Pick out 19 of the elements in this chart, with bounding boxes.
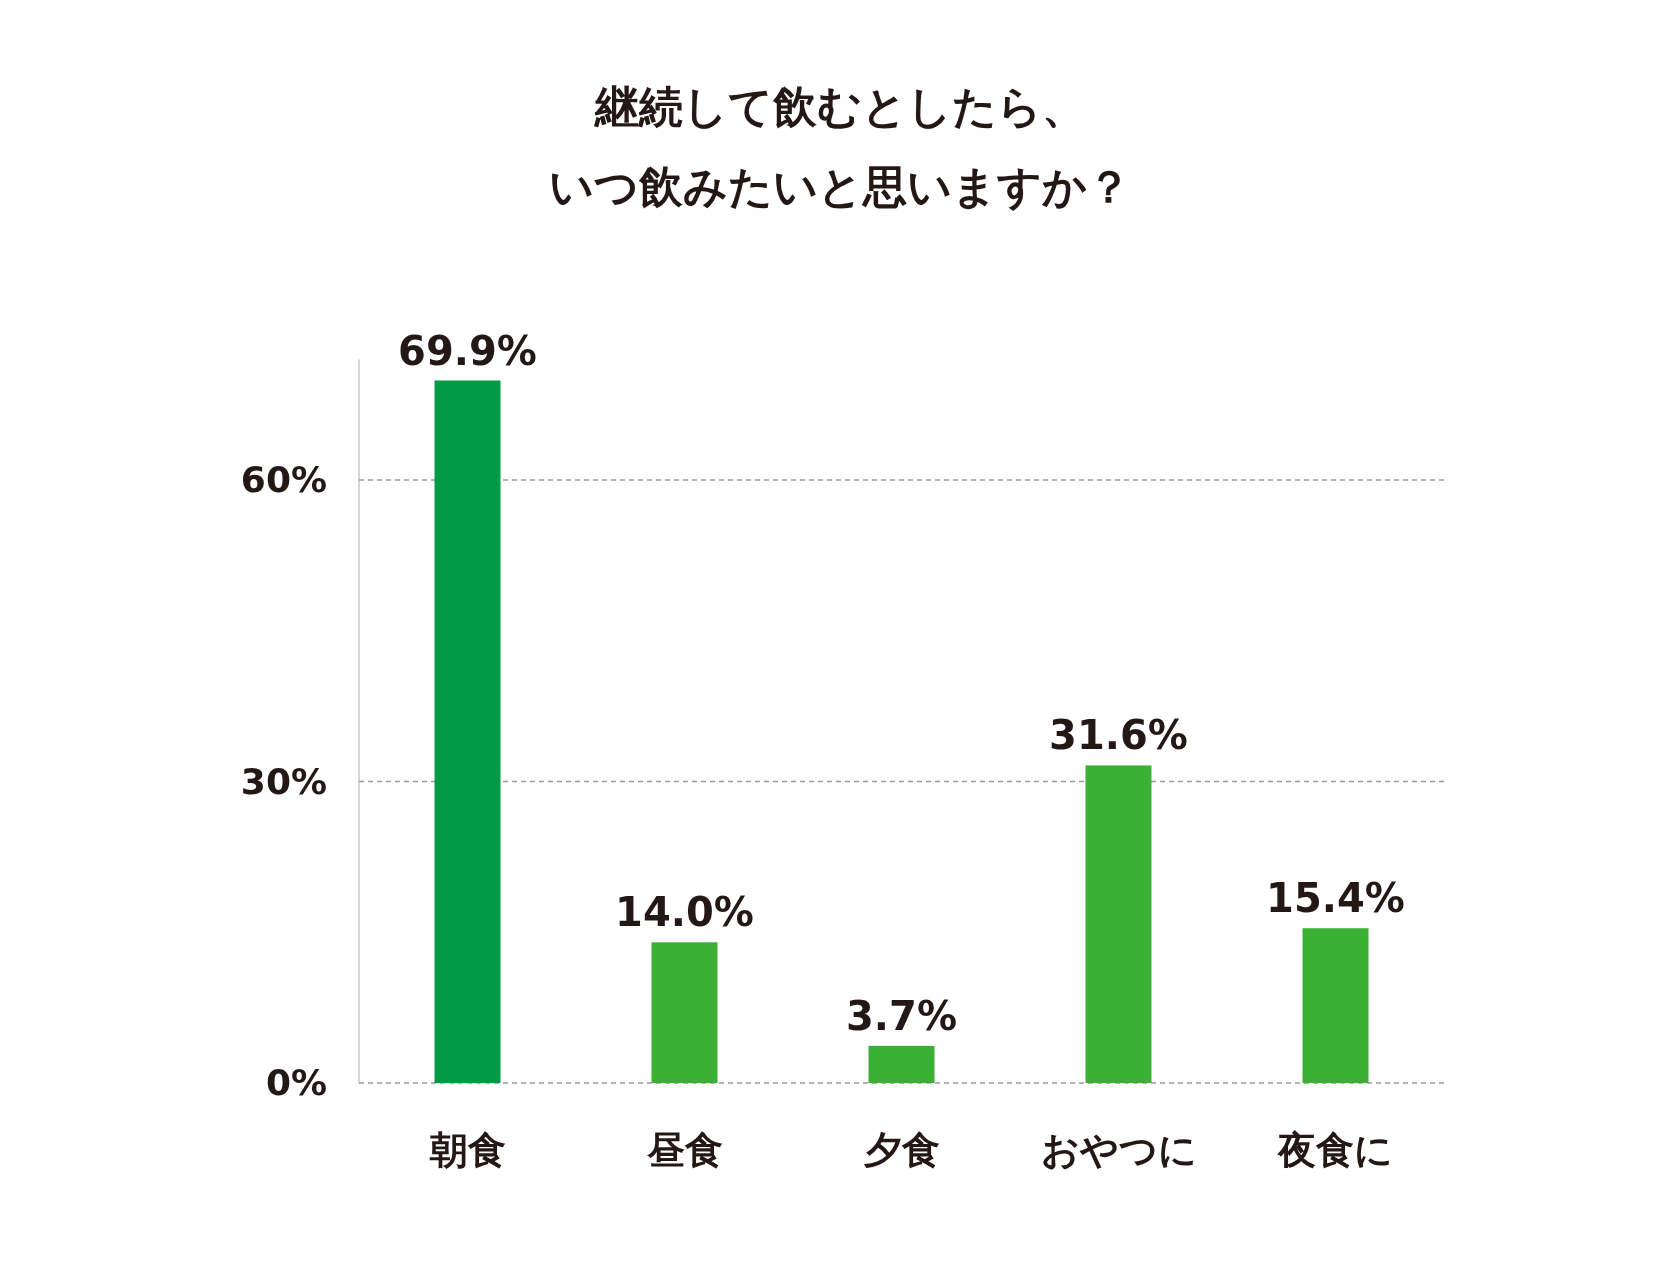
bar [868,1045,935,1083]
data-label: 3.7% [846,992,957,1039]
data-label: 14.0% [615,889,754,936]
y-tick-label: 60% [240,459,327,500]
bar [434,380,501,1083]
y-tick-label: 0% [265,1062,327,1103]
y-tick-label: 30% [240,760,327,802]
bar [1085,765,1152,1083]
bar [1302,928,1369,1083]
title: 継続して飲むとしたら、いつ飲みたいと思いますか？ [549,81,1131,212]
x-tick-label: 朝食 [428,1128,506,1172]
bar [651,942,718,1083]
x-tick-label: 昼食 [645,1128,723,1172]
data-label: 69.9% [398,327,537,374]
x-tick-label: 夜食に [1277,1128,1393,1172]
data-label: 15.4% [1266,875,1405,922]
x-tick-label: 夕食 [862,1128,940,1172]
x-tick-label: おやつに [1040,1128,1197,1172]
data-label: 31.6% [1049,712,1188,759]
